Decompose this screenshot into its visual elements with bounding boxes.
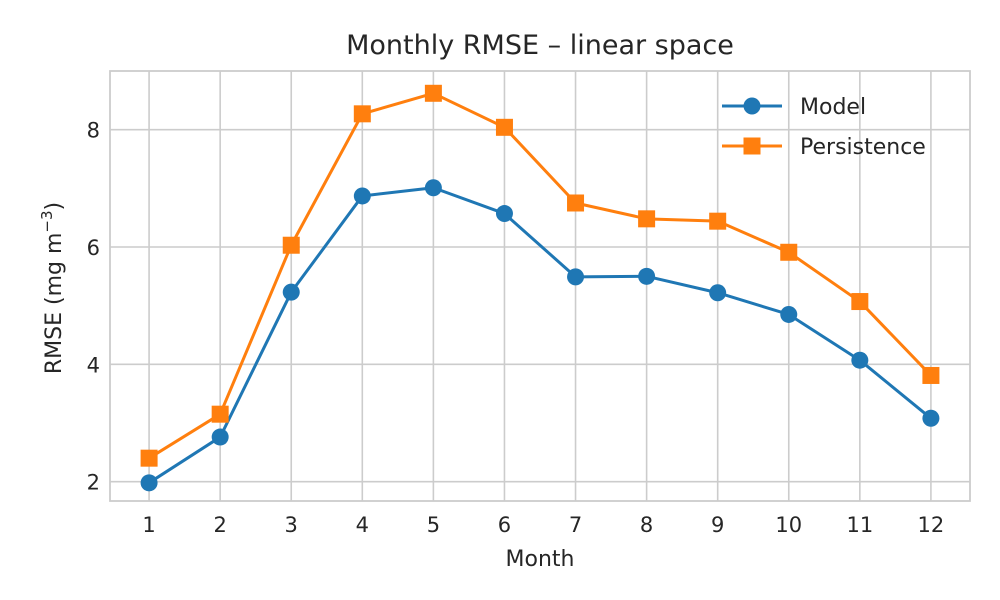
x-tick-label: 1 xyxy=(142,513,155,537)
series-model xyxy=(140,179,940,492)
x-tick-label: 6 xyxy=(498,513,511,537)
legend-marker xyxy=(743,97,761,115)
legend-item-model: Model xyxy=(722,95,866,120)
data-point xyxy=(851,293,869,311)
data-point xyxy=(211,428,229,446)
x-tick-label: 3 xyxy=(285,513,298,537)
legend-item-persistence: Persistence xyxy=(722,135,926,160)
data-point xyxy=(495,205,513,223)
data-point xyxy=(922,366,940,384)
x-tick-label: 9 xyxy=(711,513,724,537)
x-axis-label: Month xyxy=(506,547,575,572)
y-axis-label: RMSE (mg m−3) xyxy=(38,202,67,374)
x-tick-labels: 1 2 3 4 5 6 7 8 9 10 11 12 xyxy=(142,513,944,537)
x-tick-label: 8 xyxy=(640,513,653,537)
data-point xyxy=(567,194,585,212)
data-point xyxy=(140,474,158,492)
y-tick-label: 6 xyxy=(87,236,100,260)
data-point xyxy=(709,212,727,230)
series-line xyxy=(148,186,932,485)
data-point xyxy=(638,267,656,285)
data-point xyxy=(567,268,585,286)
x-tick-label: 2 xyxy=(213,513,226,537)
y-axis-label-close: ) xyxy=(42,202,67,211)
y-tick-label: 2 xyxy=(87,471,100,495)
data-point xyxy=(140,449,158,467)
y-tick-labels: 2 4 6 8 xyxy=(87,119,100,495)
x-tick-label: 5 xyxy=(427,513,440,537)
x-tick-label: 10 xyxy=(775,513,802,537)
x-tick-label: 11 xyxy=(846,513,873,537)
data-point xyxy=(638,210,656,228)
y-tick-label: 8 xyxy=(87,119,100,143)
y-axis-label-superscript: −3 xyxy=(38,210,56,232)
x-tick-label: 4 xyxy=(356,513,369,537)
x-tick-label: 12 xyxy=(918,513,945,537)
data-point xyxy=(282,283,300,301)
y-axis-label-main: RMSE (mg m xyxy=(42,233,67,375)
data-point xyxy=(780,243,798,261)
data-point xyxy=(211,405,229,423)
legend-label: Model xyxy=(800,95,866,120)
data-point xyxy=(353,187,371,205)
data-point xyxy=(851,351,869,369)
data-point xyxy=(353,105,371,123)
data-point xyxy=(709,284,727,302)
x-tick-label: 7 xyxy=(569,513,582,537)
series-persistence xyxy=(140,84,940,467)
data-point xyxy=(424,84,442,102)
plot-frame xyxy=(109,70,971,502)
data-point xyxy=(424,179,442,197)
legend-label: Persistence xyxy=(800,135,926,160)
data-point xyxy=(780,305,798,323)
chart-title: Monthly RMSE – linear space xyxy=(346,30,734,61)
data-point xyxy=(282,236,300,254)
series-layer xyxy=(140,84,940,492)
series-line xyxy=(148,91,932,460)
data-point xyxy=(922,409,940,427)
legend: Model Persistence xyxy=(722,95,926,160)
data-point xyxy=(495,118,513,136)
y-tick-label: 4 xyxy=(87,353,100,377)
legend-marker xyxy=(743,137,761,155)
grid-lines xyxy=(110,71,970,501)
